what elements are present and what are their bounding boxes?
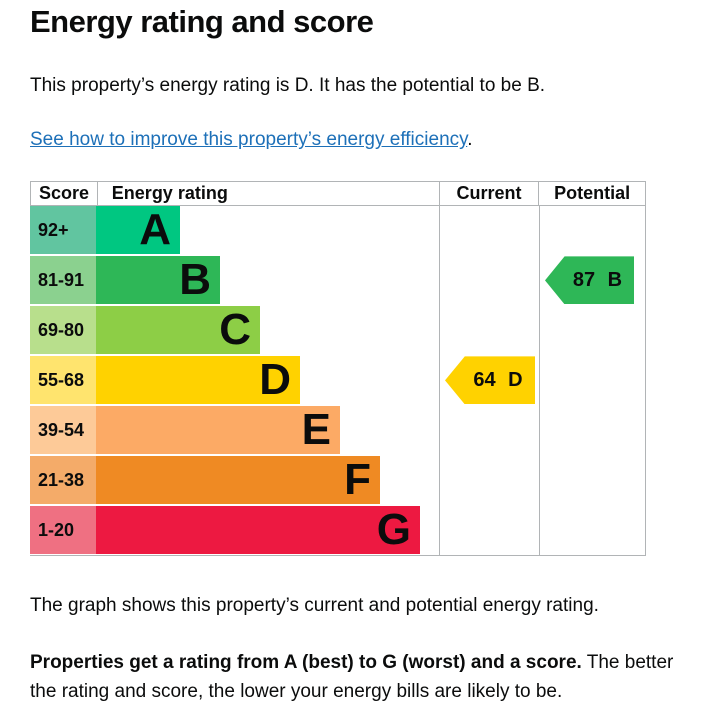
score-range-label: 1-20 xyxy=(30,506,96,555)
band-row-e: 39-54 E xyxy=(30,406,646,455)
improvement-link-line: See how to improve this property’s energ… xyxy=(30,129,675,151)
band-row-d: 55-68 D xyxy=(30,356,646,405)
page-title: Energy rating and score xyxy=(30,4,374,39)
band-row-c: 69-80 C xyxy=(30,306,646,355)
table-right-border xyxy=(645,206,646,557)
band-row-b: 81-91 B xyxy=(30,256,646,305)
header-energy-rating: Energy rating xyxy=(96,182,439,206)
rating-summary-text: This property’s energy rating is D. It h… xyxy=(30,74,546,96)
score-range-label: 21-38 xyxy=(30,456,96,505)
rating-explanation-rest: The better the rating and score, the low… xyxy=(30,652,674,703)
score-range-label: 69-80 xyxy=(30,306,96,355)
band-row-g: 1-20 G xyxy=(30,506,646,555)
rating-explanation: Properties get a rating from A (best) to… xyxy=(30,648,675,707)
header-score: Score xyxy=(39,183,90,204)
chart-caption: The graph shows this property’s current … xyxy=(30,595,599,617)
band-bar-letter: B xyxy=(96,256,220,305)
current-rating-arrow: 64 D xyxy=(445,356,535,405)
band-row-f: 21-38 F xyxy=(30,456,646,505)
score-range-label: 39-54 xyxy=(30,406,96,455)
band-bar-letter: E xyxy=(96,406,340,455)
potential-column-divider xyxy=(539,206,540,557)
rating-explanation-bold: Properties get a rating from A (best) to… xyxy=(30,652,582,674)
epc-chart-header: Score Energy rating Current Potential xyxy=(30,181,646,207)
epc-chart: Score Energy rating Current Potential 92… xyxy=(30,181,646,557)
band-bar-letter: F xyxy=(96,456,380,505)
current-column-divider xyxy=(439,206,440,557)
header-potential: Potential xyxy=(538,182,645,206)
band-bar-letter: A xyxy=(96,206,180,255)
link-period: . xyxy=(467,129,473,151)
score-range-label: 92+ xyxy=(30,206,96,255)
band-bar-letter: C xyxy=(96,306,260,355)
band-bar-letter: G xyxy=(96,506,420,555)
header-current: Current xyxy=(438,182,539,206)
band-bar-letter: D xyxy=(96,356,300,405)
band-row-a: 92+ A xyxy=(30,206,646,255)
improve-efficiency-link[interactable]: See how to improve this property’s energ… xyxy=(30,129,468,151)
score-range-label: 55-68 xyxy=(30,356,96,405)
potential-rating-arrow: 87 B xyxy=(545,256,634,305)
score-range-label: 81-91 xyxy=(30,256,96,305)
epc-chart-body: 92+ A 81-91 B 69-80 C 55-68 D 39-54 E 21… xyxy=(30,206,646,557)
